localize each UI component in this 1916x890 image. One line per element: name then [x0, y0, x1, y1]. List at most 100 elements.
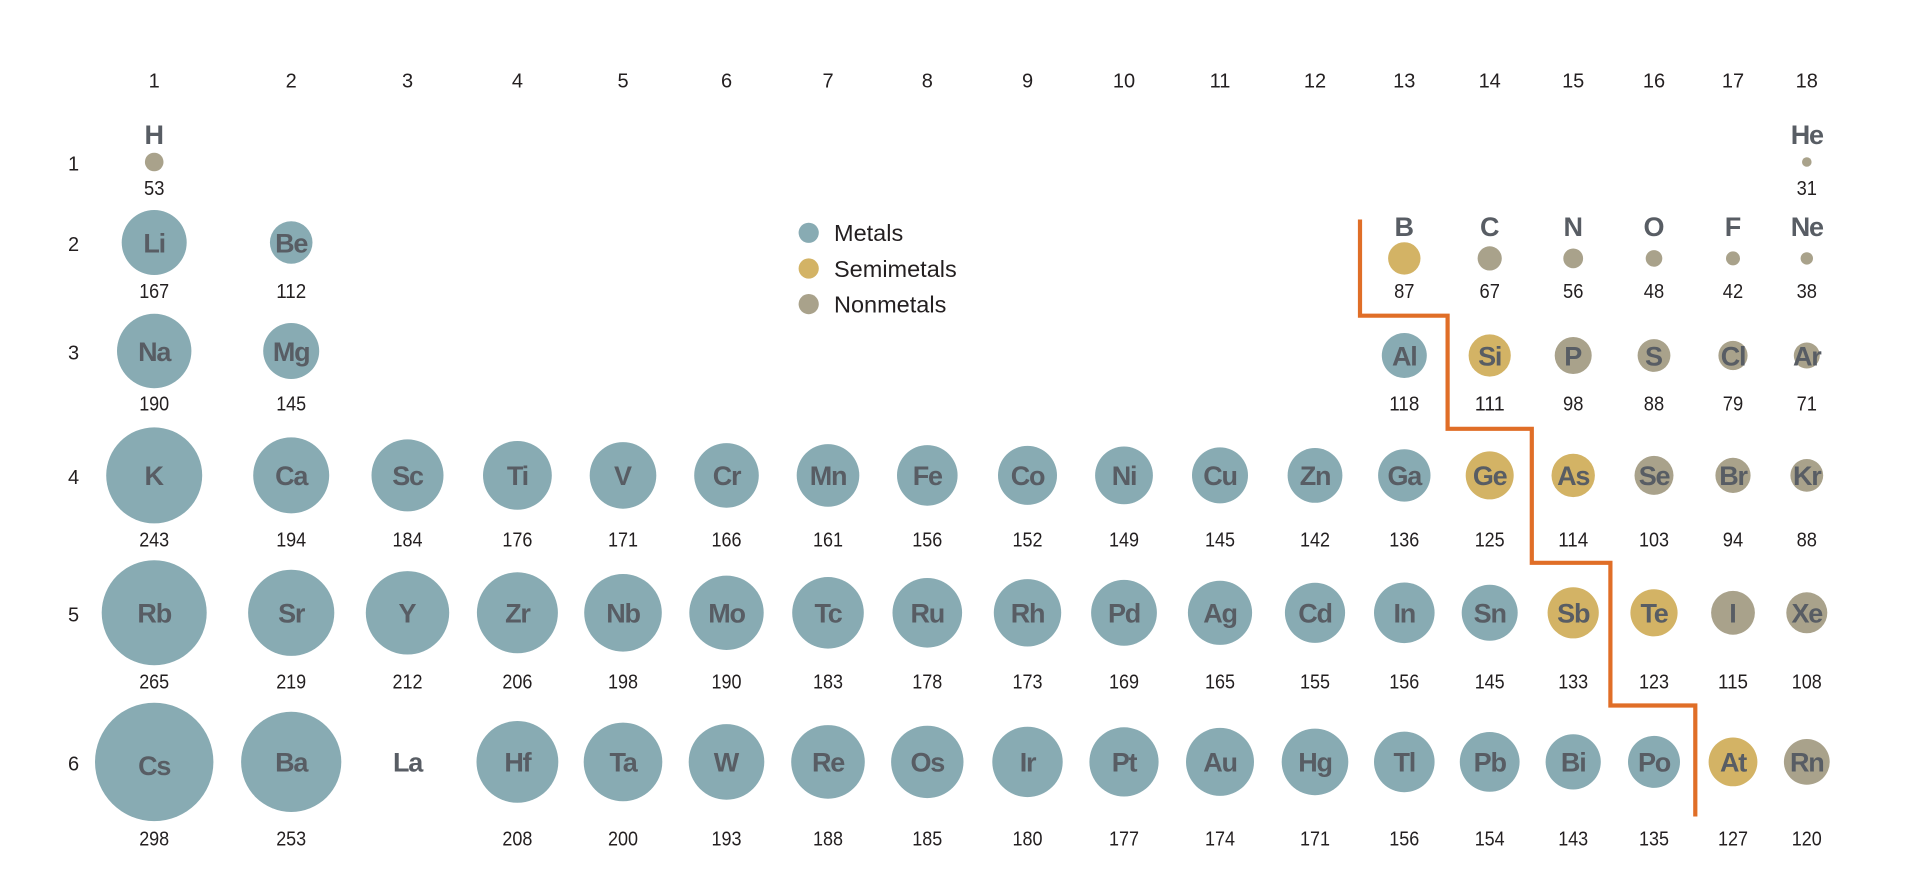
svg-text:9: 9 [1022, 71, 1033, 93]
svg-text:Be: Be [275, 228, 308, 258]
svg-text:Ta: Ta [609, 748, 638, 778]
svg-text:125: 125 [1475, 528, 1505, 551]
svg-text:71: 71 [1797, 392, 1817, 415]
svg-text:I: I [1729, 599, 1737, 629]
svg-text:Ga: Ga [1387, 461, 1423, 491]
svg-text:Fe: Fe [913, 461, 943, 491]
svg-text:He: He [1791, 120, 1824, 150]
svg-text:Mg: Mg [273, 337, 310, 367]
svg-text:Rh: Rh [1011, 599, 1045, 629]
svg-text:Sc: Sc [392, 461, 424, 491]
svg-text:18: 18 [1796, 71, 1818, 93]
svg-text:Cd: Cd [1298, 599, 1332, 629]
svg-text:Tc: Tc [814, 599, 842, 629]
svg-text:136: 136 [1389, 528, 1419, 551]
svg-text:W: W [714, 748, 740, 778]
svg-text:16: 16 [1643, 71, 1665, 93]
svg-text:V: V [614, 461, 632, 491]
svg-text:212: 212 [393, 671, 423, 694]
svg-text:As: As [1557, 461, 1589, 491]
svg-text:8: 8 [922, 71, 933, 93]
svg-text:135: 135 [1639, 827, 1669, 850]
svg-text:154: 154 [1475, 827, 1505, 850]
svg-text:Tl: Tl [1393, 748, 1415, 778]
svg-text:198: 198 [608, 671, 638, 694]
svg-text:Rb: Rb [137, 599, 171, 629]
svg-text:253: 253 [276, 827, 306, 850]
svg-text:At: At [1720, 748, 1747, 778]
svg-text:Y: Y [398, 599, 416, 629]
svg-text:Re: Re [812, 748, 845, 778]
svg-text:178: 178 [912, 671, 942, 694]
svg-text:265: 265 [139, 671, 169, 694]
svg-text:38: 38 [1797, 280, 1817, 303]
svg-text:79: 79 [1723, 392, 1743, 415]
svg-text:Cs: Cs [138, 751, 170, 781]
svg-text:S: S [1645, 341, 1663, 371]
svg-text:14: 14 [1479, 71, 1501, 93]
svg-text:123: 123 [1639, 671, 1669, 694]
svg-text:Pt: Pt [1112, 748, 1138, 778]
svg-text:169: 169 [1109, 671, 1139, 694]
svg-text:167: 167 [139, 280, 169, 303]
svg-text:156: 156 [912, 528, 942, 551]
svg-text:165: 165 [1205, 671, 1235, 694]
svg-text:Mo: Mo [708, 599, 745, 629]
svg-text:Al: Al [1392, 341, 1417, 371]
svg-text:184: 184 [393, 528, 423, 551]
svg-text:5: 5 [68, 604, 79, 626]
svg-text:200: 200 [608, 827, 638, 850]
svg-text:6: 6 [721, 71, 732, 93]
svg-text:Po: Po [1638, 748, 1671, 778]
svg-text:Ba: Ba [275, 748, 309, 778]
svg-text:Mn: Mn [810, 461, 847, 491]
svg-text:145: 145 [1475, 671, 1505, 694]
svg-text:Xe: Xe [1791, 599, 1823, 629]
svg-text:108: 108 [1792, 671, 1822, 694]
svg-text:206: 206 [502, 671, 532, 694]
svg-text:Ag: Ag [1203, 599, 1237, 629]
svg-text:Cr: Cr [713, 461, 742, 491]
svg-text:149: 149 [1109, 528, 1139, 551]
svg-text:156: 156 [1389, 827, 1419, 850]
svg-text:180: 180 [1013, 827, 1043, 850]
svg-text:185: 185 [912, 827, 942, 850]
svg-text:243: 243 [139, 528, 169, 551]
svg-text:2: 2 [286, 71, 297, 93]
svg-text:88: 88 [1644, 392, 1664, 415]
svg-text:Ar: Ar [1793, 341, 1822, 371]
svg-text:31: 31 [1797, 177, 1817, 200]
svg-text:152: 152 [1013, 528, 1043, 551]
svg-text:118: 118 [1389, 392, 1419, 415]
svg-text:K: K [144, 461, 164, 491]
svg-text:Hg: Hg [1298, 748, 1332, 778]
svg-text:88: 88 [1797, 528, 1817, 551]
svg-text:156: 156 [1389, 671, 1419, 694]
svg-text:188: 188 [813, 827, 843, 850]
svg-text:10: 10 [1113, 71, 1135, 93]
svg-text:Metals: Metals [834, 220, 903, 246]
svg-text:Kr: Kr [1793, 461, 1822, 491]
svg-text:Co: Co [1011, 461, 1045, 491]
svg-text:Br: Br [1719, 461, 1748, 491]
svg-text:Hf: Hf [504, 748, 532, 778]
svg-text:219: 219 [276, 671, 306, 694]
svg-text:190: 190 [139, 392, 169, 415]
svg-text:Sr: Sr [278, 599, 306, 629]
svg-text:155: 155 [1300, 671, 1330, 694]
svg-text:1: 1 [68, 154, 79, 176]
svg-text:Ni: Ni [1112, 461, 1137, 491]
svg-text:3: 3 [68, 343, 79, 365]
svg-text:1: 1 [149, 71, 160, 93]
svg-text:15: 15 [1562, 71, 1584, 93]
svg-text:N: N [1563, 212, 1583, 242]
svg-text:Ca: Ca [275, 461, 309, 491]
svg-text:Bi: Bi [1561, 748, 1586, 778]
svg-text:171: 171 [1300, 827, 1330, 850]
svg-text:173: 173 [1013, 671, 1043, 694]
svg-text:67: 67 [1480, 280, 1500, 303]
svg-text:94: 94 [1723, 528, 1743, 551]
svg-text:145: 145 [276, 392, 306, 415]
svg-text:174: 174 [1205, 827, 1235, 850]
svg-text:194: 194 [276, 528, 306, 551]
